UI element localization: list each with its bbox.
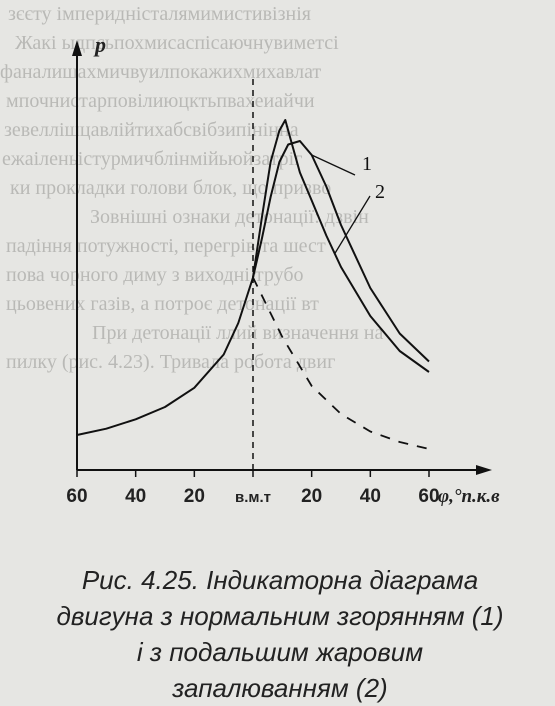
bleed-line: ки прокладки голови блок, що призво: [10, 177, 332, 199]
bleed-line: пова чорного диму з виходні трубо: [6, 264, 304, 286]
bleed-line: падіння потужності, перегрів та шест: [6, 235, 326, 257]
series-line-compression: [252, 277, 430, 450]
series-1-label: 1: [362, 153, 372, 175]
label-1-leader: [311, 154, 356, 176]
x-tick-label: 40: [125, 486, 146, 507]
chart-labels: 60 40 20 в.м.т 20 40 60 p φ,°п.к.в 12: [66, 32, 500, 507]
y-axis-arrow: [72, 40, 82, 56]
x-axis-arrow: [476, 465, 492, 475]
x-tick-label: 60: [418, 486, 439, 507]
chart-series: [76, 119, 430, 450]
x-tick-label: 60: [66, 486, 87, 507]
caption-line: і з подальшим жаровим: [136, 637, 424, 667]
figure-caption: Рис. 4.25. Індикаторна діаграма двигуна …: [20, 562, 540, 706]
series-line-2: [252, 119, 430, 373]
series-line-1: [76, 140, 430, 436]
bleed-line: При детонації ллий визначення на: [92, 322, 384, 344]
y-axis-label: p: [93, 32, 106, 57]
label-2-leader: [334, 195, 371, 254]
series-2-label: 2: [375, 181, 385, 203]
caption-line: запалюванням (2): [172, 673, 388, 703]
chart-axes: [72, 40, 492, 477]
caption-line: двигуна з нормальним згорянням (1): [56, 601, 504, 631]
bleed-line: мпочнистарповілиюцктьпвахеиайчи: [6, 90, 315, 112]
background-bleed-text: зєєту імперидністалямимистивізнія Жакі ы…: [0, 3, 384, 373]
bleed-line: Зовнішні ознаки детонації: дзвін: [90, 206, 369, 228]
indicator-chart: 60 40 20 в.м.т 20 40 60 p φ,°п.к.в 12: [66, 32, 500, 507]
caption-line: Рис. 4.25. Індикаторна діаграма: [81, 565, 479, 595]
bleed-line: фаналишахмичвуилпокажихмихавлат: [0, 61, 322, 83]
bleed-line: Жакі ыдпсьпохмисаспісаючнувиметсі: [15, 32, 339, 54]
bleed-line: зєєту імперидністалямимистивізнія: [8, 3, 311, 25]
x-tick-label: 20: [301, 486, 322, 507]
x-axis-label: φ,°п.к.в: [438, 486, 500, 507]
x-tick-label: в.м.т: [235, 489, 271, 506]
bleed-line: цьовених газів, а потроє детонації вт: [6, 293, 319, 315]
x-tick-label: 40: [360, 486, 381, 507]
x-tick-label: 20: [184, 486, 205, 507]
